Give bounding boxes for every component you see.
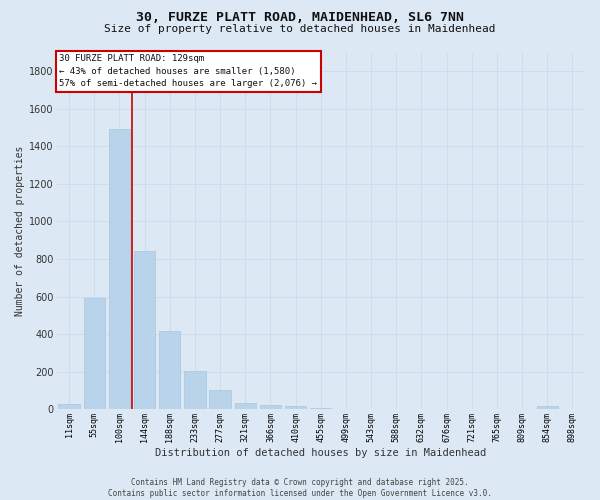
Bar (83, 298, 105, 409)
Text: 30 FURZE PLATT ROAD: 129sqm
← 43% of detached houses are smaller (1,580)
57% of : 30 FURZE PLATT ROAD: 129sqm ← 43% of det… (59, 54, 317, 88)
Y-axis label: Number of detached properties: Number of detached properties (15, 146, 25, 316)
Bar (285, 406, 307, 409)
X-axis label: Distribution of detached houses by size in Maidenhead: Distribution of detached houses by size … (155, 448, 487, 458)
Text: Contains HM Land Registry data © Crown copyright and database right 2025.
Contai: Contains HM Land Registry data © Crown c… (108, 478, 492, 498)
Bar (134, 252, 155, 409)
Bar (58, 404, 80, 409)
Bar (310, 408, 331, 409)
Text: Size of property relative to detached houses in Maidenhead: Size of property relative to detached ho… (104, 24, 496, 34)
Bar (209, 390, 231, 409)
Bar (235, 402, 256, 409)
Bar (184, 370, 206, 409)
Bar (536, 406, 558, 409)
Bar (159, 332, 181, 409)
Text: 30, FURZE PLATT ROAD, MAIDENHEAD, SL6 7NN: 30, FURZE PLATT ROAD, MAIDENHEAD, SL6 7N… (136, 11, 464, 24)
Bar (109, 130, 130, 409)
Bar (260, 406, 281, 409)
